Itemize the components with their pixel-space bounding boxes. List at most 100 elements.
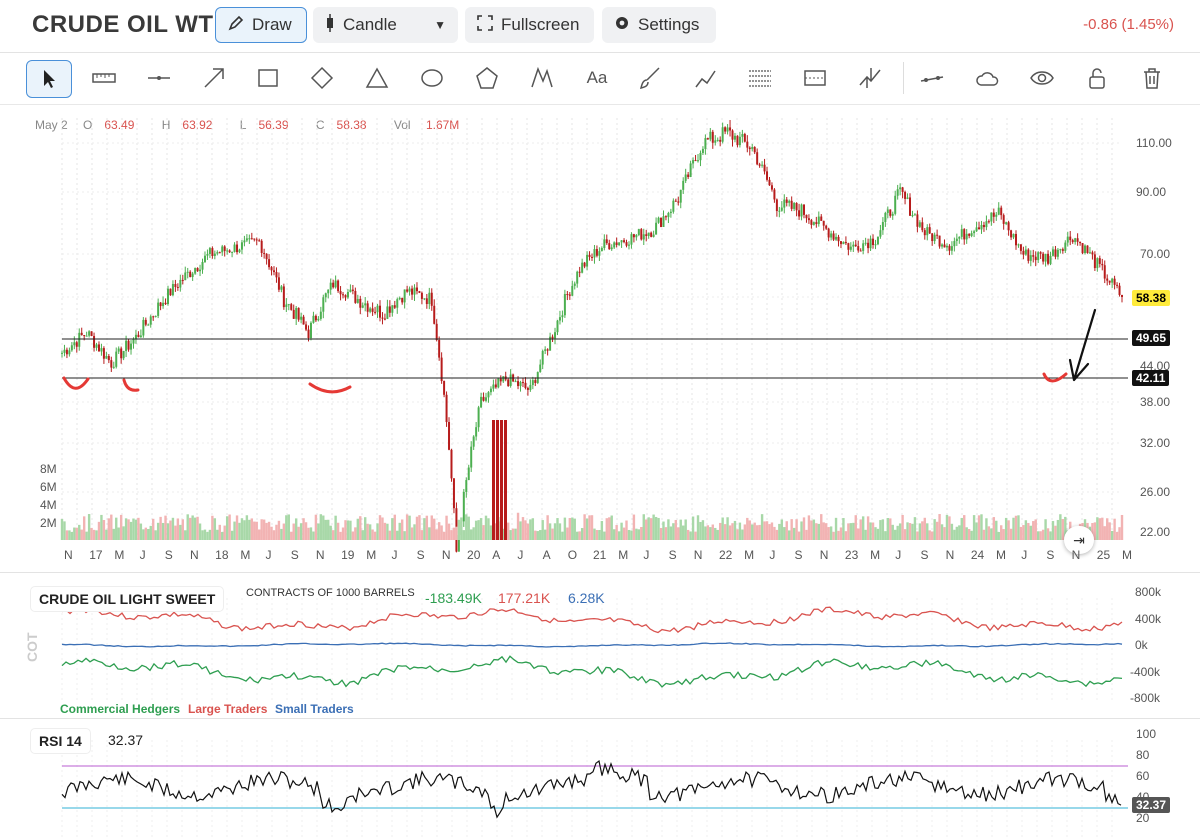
volume-bar <box>437 522 441 540</box>
candle-dropdown[interactable]: Candle ▼ <box>313 7 458 43</box>
candle-body <box>127 340 130 350</box>
rectangle-tool[interactable] <box>246 60 290 96</box>
ruler-icon <box>92 73 116 83</box>
candle-body <box>248 238 251 240</box>
candle-body <box>864 242 867 244</box>
pentagon-tool[interactable] <box>465 60 509 96</box>
volume-bar <box>68 530 71 540</box>
visibility-tool[interactable] <box>1020 60 1064 96</box>
draw-button[interactable]: Draw <box>215 7 307 43</box>
candle-body <box>1064 242 1067 251</box>
candle-body <box>830 233 833 238</box>
candle-body <box>1069 236 1072 241</box>
volume-bar <box>368 524 372 540</box>
candle-body <box>105 355 108 359</box>
brush-tool[interactable] <box>628 60 672 96</box>
volume-bar <box>1002 529 1005 540</box>
date-tick: 23 <box>844 548 859 562</box>
candle-body <box>982 224 985 228</box>
date-tick: J <box>391 548 398 562</box>
candle-body <box>637 229 640 235</box>
candle-body <box>793 203 796 209</box>
ellipse-tool[interactable] <box>410 60 454 96</box>
arrow-tool[interactable] <box>192 60 236 96</box>
price-tick: 26.00 <box>1140 485 1171 499</box>
candle-body <box>122 350 125 359</box>
volume-bar <box>817 523 820 540</box>
candle-body <box>588 254 591 257</box>
delete-tool[interactable] <box>1130 60 1174 96</box>
text-tool[interactable]: Aa <box>575 60 619 96</box>
candle-body <box>549 336 552 351</box>
ruler-tool[interactable] <box>82 60 126 96</box>
line-segment-tool[interactable] <box>137 60 181 96</box>
pitchfork-tool[interactable] <box>848 60 892 96</box>
fullscreen-button[interactable]: Fullscreen <box>465 7 594 43</box>
candle-body <box>650 232 653 237</box>
cloud-tool[interactable] <box>965 60 1009 96</box>
volume-bar <box>805 529 808 540</box>
path-tool[interactable] <box>520 60 564 96</box>
candle-body <box>265 253 268 260</box>
volume-bar <box>398 522 401 540</box>
candle-body <box>107 355 110 361</box>
volume-bar <box>430 515 433 540</box>
volume-bar <box>792 527 796 540</box>
candle-body <box>788 200 791 203</box>
volume-bar <box>1022 525 1025 540</box>
lock-tool[interactable] <box>1075 60 1119 96</box>
range-tool[interactable] <box>793 60 837 96</box>
candle-body <box>250 238 253 240</box>
volume-bar <box>810 520 813 540</box>
candle-body <box>381 317 384 319</box>
volume-bar <box>107 518 111 540</box>
candle-body <box>430 292 433 306</box>
volume-bar <box>509 530 512 540</box>
candle-body <box>411 288 414 295</box>
cursor-icon <box>44 70 55 88</box>
candle-body <box>300 316 303 320</box>
volume-bar <box>898 523 902 540</box>
trend-annotation-tool[interactable] <box>684 60 728 96</box>
diamond-tool[interactable] <box>300 60 344 96</box>
volume-bar <box>302 518 305 540</box>
scroll-to-latest-button[interactable]: ⇥ <box>1064 526 1094 554</box>
volume-bar <box>445 515 448 540</box>
volume-bar <box>472 527 475 540</box>
annotation-mark <box>308 382 352 394</box>
date-tick: M <box>744 548 755 562</box>
candle-body <box>561 315 564 318</box>
volume-bar <box>990 528 993 540</box>
line-tool[interactable] <box>910 60 954 96</box>
candle-body <box>139 335 142 338</box>
candle-body <box>1103 265 1106 279</box>
volume-bar <box>617 531 621 540</box>
volume-bar <box>874 527 877 540</box>
candle-body <box>280 286 283 290</box>
volume-bar <box>768 524 771 540</box>
candle-body <box>346 291 349 298</box>
triangle-tool[interactable] <box>355 60 399 96</box>
candle-body <box>1079 241 1082 244</box>
candle-body <box>63 349 66 353</box>
volume-bar <box>524 520 527 540</box>
fib-retracement-tool[interactable] <box>738 60 782 96</box>
candle-body <box>837 236 840 242</box>
volume-bar <box>216 529 219 540</box>
candle-body <box>171 283 174 296</box>
volume-bar <box>566 527 569 540</box>
candle-body <box>615 242 618 246</box>
volume-bar <box>233 521 236 540</box>
settings-button[interactable]: Settings <box>602 7 716 43</box>
candle-body <box>189 271 192 278</box>
volume-bar <box>218 524 221 540</box>
volume-bar <box>672 523 675 540</box>
volume-bar <box>1061 519 1065 540</box>
candle-body <box>1108 280 1111 283</box>
volume-bar <box>78 524 81 540</box>
cursor-tool[interactable] <box>26 60 72 98</box>
rsi-label: RSI 14 <box>30 728 91 754</box>
candle-body <box>1121 294 1123 297</box>
volume-bar <box>573 518 576 540</box>
